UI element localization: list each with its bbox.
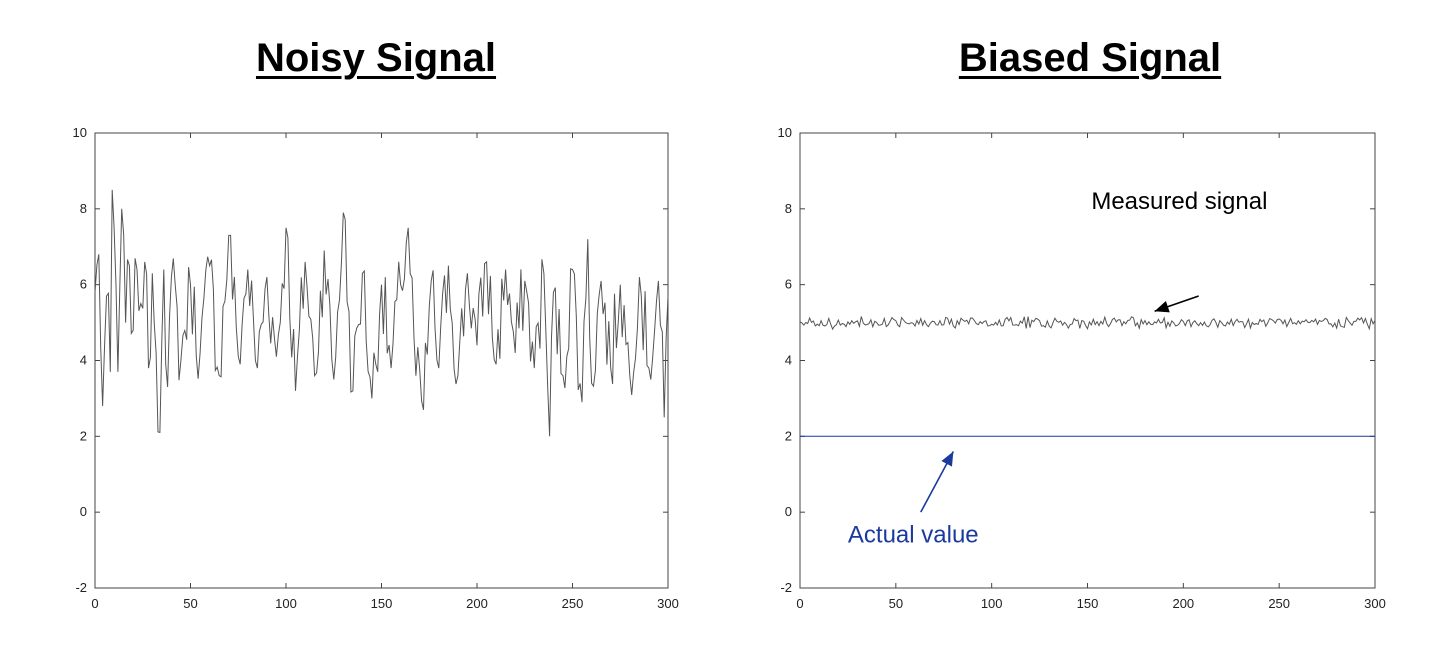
biased-xtick-label: 100 [981,596,1003,611]
noisy-xtick-label: 100 [275,596,297,611]
biased-series-line-0 [799,315,1376,331]
noisy-ytick-label: 0 [80,504,87,519]
noisy-xtick-label: 250 [562,596,584,611]
biased-xtick-label: 300 [1364,596,1386,611]
biased-xtick-label: 0 [796,596,803,611]
noisy-series-line-0 [94,189,669,437]
noisy-xtick-label: 50 [183,596,197,611]
biased-ytick-label: 0 [785,504,792,519]
biased-ytick-label: 2 [785,428,792,443]
biased-xtick-label: 50 [889,596,903,611]
noisy-ytick-label: -2 [75,580,87,595]
noisy-xtick-label: 0 [91,596,98,611]
biased-ytick-label: 10 [778,125,792,140]
noisy-ytick-label: 8 [80,201,87,216]
biased-annotation-arrowhead-0 [1154,300,1170,313]
noisy-ytick-label: 2 [80,428,87,443]
biased-ytick-label: 8 [785,201,792,216]
noisy-ytick-label: 10 [73,125,87,140]
noisy-xtick-label: 150 [371,596,393,611]
biased-annotation-0: Measured signal [1091,188,1267,215]
biased-xtick-label: 200 [1172,596,1194,611]
biased-xtick-label: 150 [1077,596,1099,611]
biased-annotation-arrowhead-1 [941,451,954,467]
biased-ytick-label: 6 [785,277,792,292]
noisy-xtick-label: 200 [466,596,488,611]
biased-xtick-label: 250 [1268,596,1290,611]
noisy-xtick-label: 300 [657,596,679,611]
biased-ytick-label: 4 [785,353,792,368]
biased-ytick-label: -2 [780,580,792,595]
biased-axes-frame [799,132,1376,589]
chart-title-noisy: Noisy Signal [255,36,497,80]
chart-title-biased: Biased Signal [958,36,1222,80]
noisy-ytick-label: 4 [80,353,87,368]
biased-annotation-1: Actual value [848,522,979,549]
noisy-ytick-label: 6 [80,277,87,292]
